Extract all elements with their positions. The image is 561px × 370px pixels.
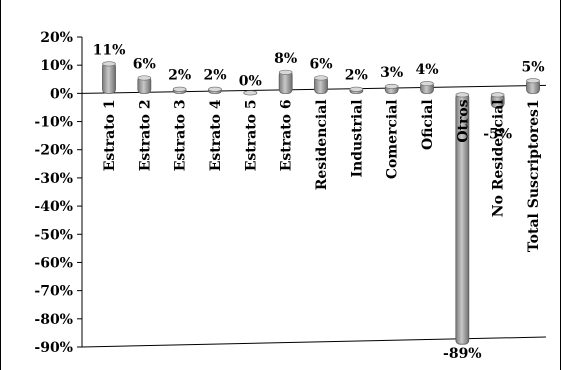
bar <box>102 61 116 94</box>
y-tick-label: -70% <box>34 284 73 300</box>
y-tick-label: 0% <box>50 86 73 102</box>
category-label: Estrato 1 <box>102 99 118 171</box>
bar-cap <box>490 92 505 98</box>
bar-cap <box>314 75 328 81</box>
y-tick-label: 10% <box>40 58 73 74</box>
category-label: Otros <box>455 99 471 142</box>
data-label: -89% <box>443 346 482 362</box>
data-label: 4% <box>415 62 438 78</box>
data-label: -5% <box>483 126 512 142</box>
y-tick-label: -40% <box>34 199 73 215</box>
bar-cap <box>208 86 222 92</box>
category-label: Estrato 3 <box>173 99 189 171</box>
data-label: 6% <box>133 56 156 72</box>
bar-cap <box>420 81 434 87</box>
data-label: 2% <box>203 68 226 84</box>
data-label: 2% <box>345 68 368 84</box>
data-label: 8% <box>274 51 297 67</box>
bar-cap <box>455 92 470 98</box>
category-label: Comercial <box>385 99 401 179</box>
zero-baseline <box>81 84 547 94</box>
data-label: 0% <box>239 73 262 89</box>
bar-cap <box>278 69 293 75</box>
y-tick-label: -90% <box>34 340 73 356</box>
y-tick-label: -80% <box>34 312 73 328</box>
category-label: No Residencial <box>491 99 507 217</box>
data-label: 5% <box>521 59 544 75</box>
bar-cap <box>526 78 540 84</box>
data-label: 3% <box>380 65 403 81</box>
data-label: 11% <box>93 42 126 58</box>
category-label: Oficial <box>420 99 436 150</box>
category-label: Total Suscriptores1 <box>526 99 542 252</box>
bar-cap <box>243 90 258 96</box>
bar-cap <box>102 61 116 67</box>
y-tick-label: -10% <box>34 115 73 131</box>
y-tick-label: 20% <box>40 30 73 46</box>
bar-cap <box>349 86 364 92</box>
category-label: Estrato 5 <box>243 99 259 171</box>
category-label: Estrato 6 <box>279 99 295 171</box>
category-label: Industrial <box>349 99 365 177</box>
category-label: Estrato 2 <box>137 99 153 171</box>
data-label: 6% <box>309 56 332 72</box>
y-tick-label: -20% <box>34 143 73 159</box>
bar-cap <box>172 86 187 92</box>
bar-cap <box>384 83 399 89</box>
bar-cap <box>137 75 152 81</box>
category-label: Residencial <box>314 99 330 190</box>
data-label: 2% <box>168 68 191 84</box>
category-label: Estrato 4 <box>208 99 224 171</box>
y-tick-label: -30% <box>34 171 73 187</box>
y-tick-label: -60% <box>34 255 73 271</box>
y-tick-label: -50% <box>34 227 73 243</box>
